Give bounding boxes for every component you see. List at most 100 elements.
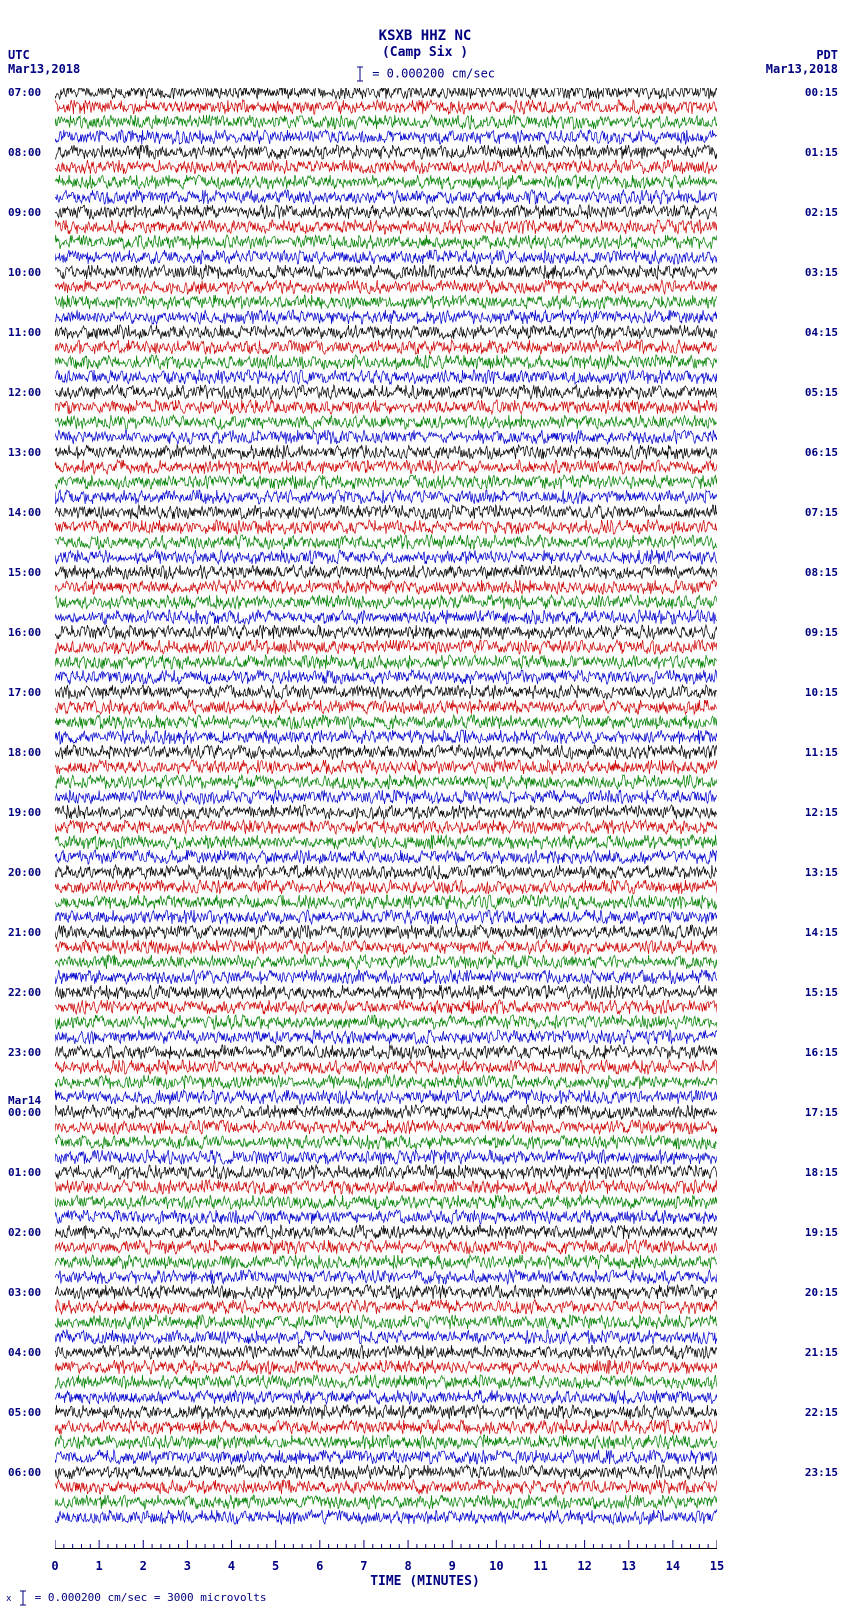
right-hour-label: 08:15	[805, 566, 838, 579]
right-hour-label: 22:15	[805, 1406, 838, 1419]
seismic-trace	[55, 1210, 717, 1224]
right-hour-label: 10:15	[805, 686, 838, 699]
seismic-trace	[55, 190, 717, 204]
xaxis-tick-label: 15	[710, 1559, 724, 1573]
right-hour-label: 16:15	[805, 1046, 838, 1059]
seismic-trace	[55, 1135, 717, 1149]
seismic-trace	[55, 1075, 717, 1089]
seismic-trace	[55, 1465, 717, 1479]
seismic-trace	[55, 1300, 717, 1314]
xaxis-tick-label: 9	[449, 1559, 456, 1573]
seismic-trace	[55, 910, 717, 924]
right-hour-label: 12:15	[805, 806, 838, 819]
seismic-trace	[55, 535, 717, 549]
seismic-trace	[55, 1225, 717, 1239]
seismic-trace	[55, 1150, 717, 1164]
seismic-trace	[55, 475, 717, 489]
xaxis-tick-label: 8	[404, 1559, 411, 1573]
seismic-trace	[55, 850, 717, 864]
right-hour-label: 07:15	[805, 506, 838, 519]
seismic-trace	[55, 985, 717, 999]
right-hour-label: 11:15	[805, 746, 838, 759]
seismic-trace	[55, 655, 717, 669]
left-hour-label: 09:00	[8, 206, 41, 219]
left-hour-label: 19:00	[8, 806, 41, 819]
left-hour-label: 17:00	[8, 686, 41, 699]
date-right: Mar13,2018	[766, 62, 838, 76]
seismic-trace	[55, 415, 717, 429]
seismic-trace	[55, 100, 717, 114]
right-hour-label: 00:15	[805, 86, 838, 99]
xaxis-tick-label: 7	[360, 1559, 367, 1573]
seismic-trace	[55, 1390, 717, 1404]
xaxis-label: TIME (MINUTES)	[0, 1574, 850, 1589]
timezone-left: UTC	[8, 48, 30, 62]
seismic-trace	[55, 745, 717, 759]
seismic-trace	[55, 760, 717, 774]
seismic-trace	[55, 265, 717, 279]
seismic-trace	[55, 1255, 717, 1269]
seismic-trace	[55, 88, 717, 99]
xaxis-tick-label: 14	[666, 1559, 680, 1573]
seismic-trace	[55, 565, 717, 579]
left-hour-label: 11:00	[8, 326, 41, 339]
left-hour-label: 03:00	[8, 1286, 41, 1299]
seismic-trace	[55, 130, 717, 144]
seismic-trace	[55, 250, 717, 264]
xaxis-tick-label: 12	[577, 1559, 591, 1573]
seismic-trace	[55, 1360, 717, 1374]
left-hour-label: 22:00	[8, 986, 41, 999]
seismic-trace	[55, 1195, 717, 1209]
seismic-trace	[55, 1240, 717, 1254]
left-hour-label: 20:00	[8, 866, 41, 879]
seismic-trace	[55, 1435, 717, 1449]
right-hour-label: 15:15	[805, 986, 838, 999]
seismic-trace	[55, 1420, 717, 1434]
seismic-trace	[55, 1480, 717, 1494]
seismic-trace	[55, 1345, 717, 1359]
right-hour-label: 13:15	[805, 866, 838, 879]
timezone-right: PDT	[816, 48, 838, 62]
right-hour-label: 18:15	[805, 1166, 838, 1179]
right-hour-label: 09:15	[805, 626, 838, 639]
seismic-trace	[55, 955, 717, 969]
left-hour-label: 14:00	[8, 506, 41, 519]
seismic-trace	[55, 595, 717, 609]
left-hour-label: 10:00	[8, 266, 41, 279]
helicorder-plot	[55, 88, 717, 1549]
left-hour-label: 05:00	[8, 1406, 41, 1419]
right-hour-label: 04:15	[805, 326, 838, 339]
left-hour-label: 18:00	[8, 746, 41, 759]
seismic-trace	[55, 1090, 717, 1104]
station-subtitle: (Camp Six )	[0, 45, 850, 60]
seismic-trace	[55, 370, 717, 384]
right-hour-label: 14:15	[805, 926, 838, 939]
right-hour-label: 06:15	[805, 446, 838, 459]
seismic-trace	[55, 1105, 717, 1119]
left-hour-label: 16:00	[8, 626, 41, 639]
right-hour-label: 19:15	[805, 1226, 838, 1239]
seismic-trace	[55, 490, 717, 504]
seismic-trace	[55, 145, 717, 159]
xaxis-tick-label: 13	[621, 1559, 635, 1573]
seismic-trace	[55, 715, 717, 729]
seismic-trace	[55, 865, 717, 879]
seismic-trace	[55, 805, 717, 819]
left-hour-label: 21:00	[8, 926, 41, 939]
seismic-trace	[55, 235, 717, 249]
seismic-trace	[55, 625, 717, 639]
seismic-trace	[55, 685, 717, 699]
seismic-trace	[55, 730, 717, 744]
seismic-trace	[55, 1165, 717, 1179]
seismic-trace	[55, 925, 717, 939]
seismic-trace	[55, 1495, 717, 1509]
xaxis-tick-label: 0	[51, 1559, 58, 1573]
station-title: KSXB HHZ NC	[0, 28, 850, 44]
seismic-trace	[55, 1045, 717, 1059]
date-left: Mar13,2018	[8, 62, 80, 76]
seismic-trace	[55, 520, 717, 534]
seismic-trace	[55, 205, 717, 219]
left-hour-label: 02:00	[8, 1226, 41, 1239]
seismic-trace	[55, 880, 717, 894]
right-hour-label: 05:15	[805, 386, 838, 399]
